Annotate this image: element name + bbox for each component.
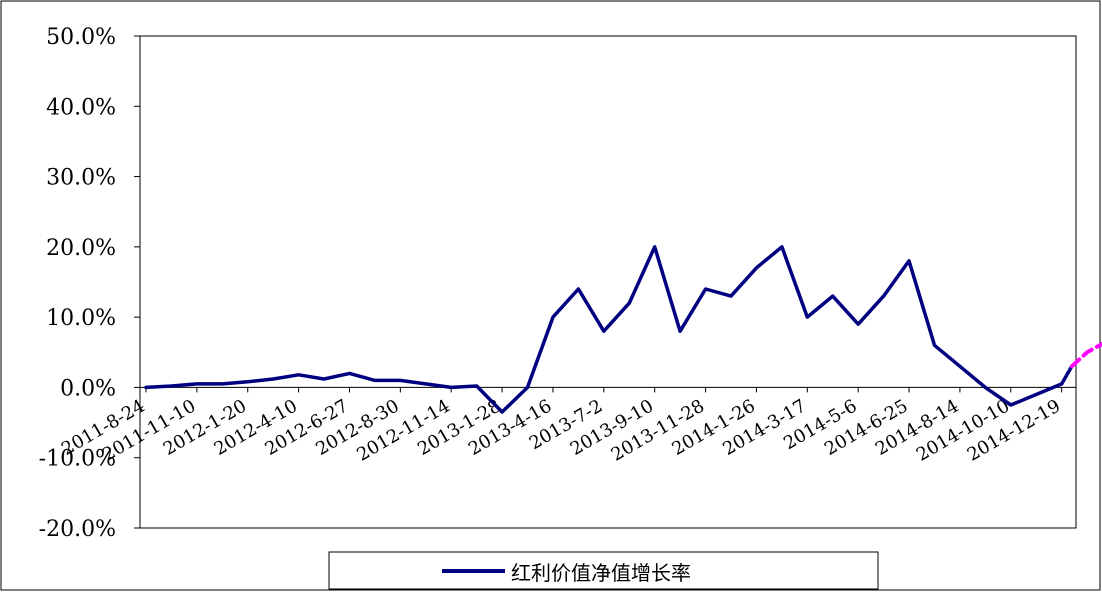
y-tick-label: 40.0% <box>46 95 116 120</box>
y-tick-label: 20.0% <box>46 236 116 261</box>
legend-label: 红利价值净值增长率 <box>511 561 691 585</box>
y-tick-label: 10.0% <box>46 306 116 331</box>
series-layer <box>144 245 1102 414</box>
legend: 红利价值净值增长率 <box>328 551 879 590</box>
legend-box <box>328 551 879 590</box>
series-line-dashed <box>1069 341 1102 369</box>
plot-area <box>139 35 1077 529</box>
series-line-solid <box>144 245 1074 414</box>
y-tick-label: -10.0% <box>39 447 116 472</box>
y-tick-label: 50.0% <box>46 25 116 50</box>
y-tick-label: 0.0% <box>60 376 116 401</box>
y-tick-label: -20.0% <box>39 517 116 542</box>
y-axis-ticks: -20.0% -10.0% 0.0% 10.0% 20.0% 30.0% 40.0% 50.0… <box>39 25 140 542</box>
y-tick-label: 30.0% <box>46 166 116 191</box>
